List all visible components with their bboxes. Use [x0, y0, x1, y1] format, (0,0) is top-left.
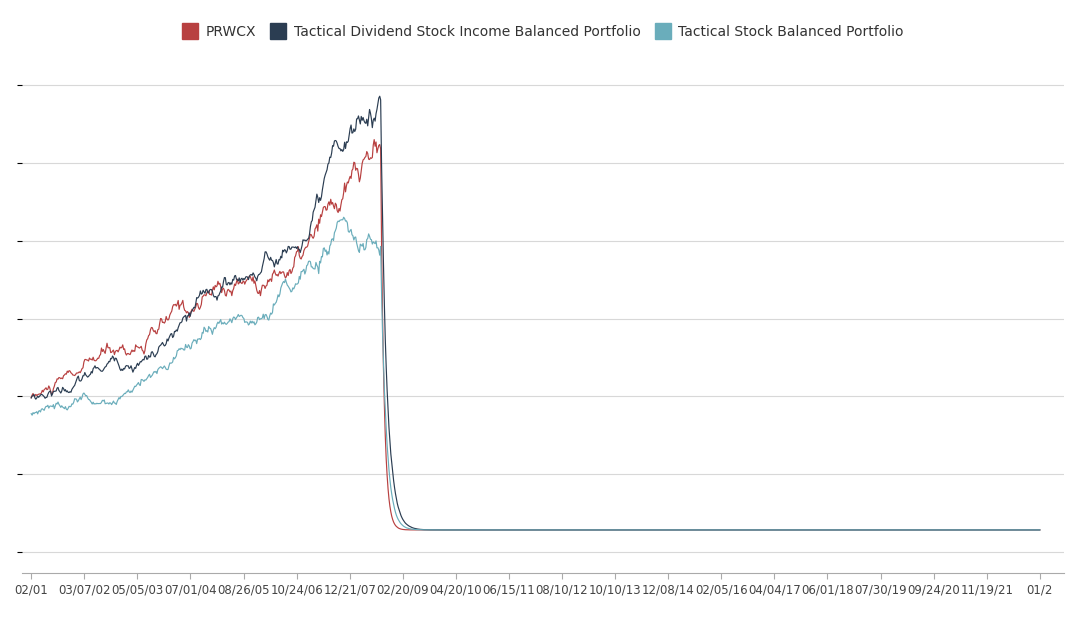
Legend: PRWCX, Tactical Dividend Stock Income Balanced Portfolio, Tactical Stock Balance: PRWCX, Tactical Dividend Stock Income Ba…	[176, 20, 909, 45]
